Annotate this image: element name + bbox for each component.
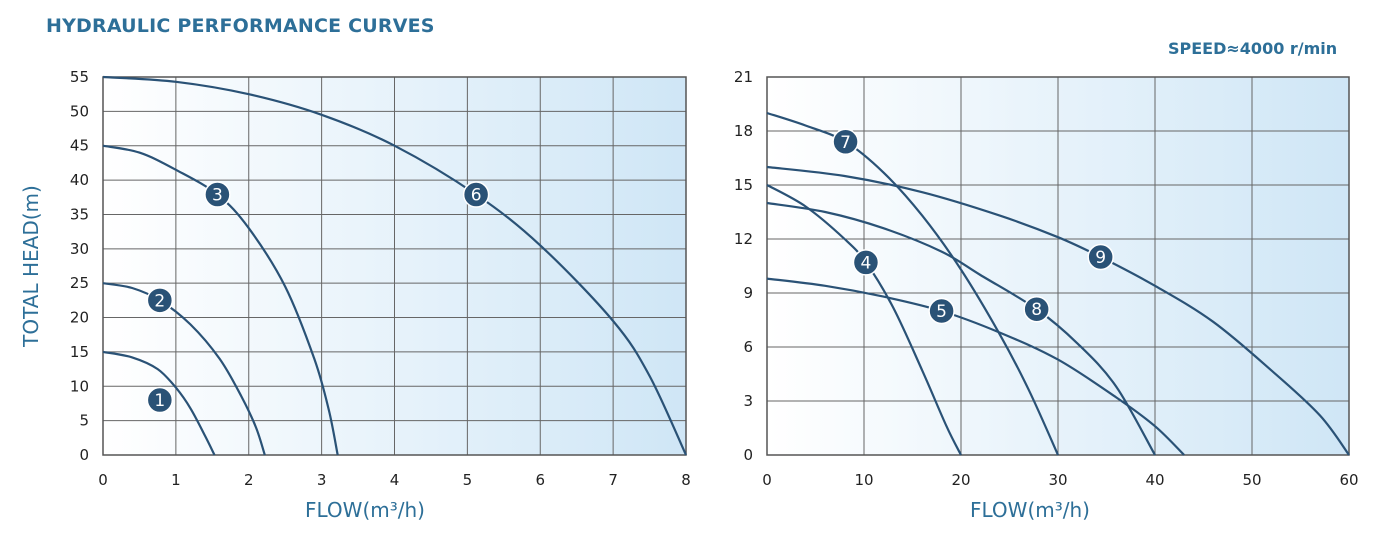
chart2-xtick-label: 10 (854, 471, 873, 489)
chart1-curve-3 (102, 144, 339, 456)
chart1-marker-label-2: 2 (154, 291, 165, 311)
chart1-marker-3 (204, 181, 231, 208)
chart2-marker-label-9: 9 (1095, 248, 1106, 268)
chart2-curve-8 (766, 201, 1156, 456)
chart2-marker-label-7: 7 (840, 133, 851, 153)
chart1-ylabel: TOTAL HEAD(m) (19, 185, 43, 348)
chart2-ytick-label: 15 (734, 176, 753, 194)
chart2-ytick-label: 12 (734, 230, 753, 248)
chart2-marker-label-4: 4 (861, 253, 872, 273)
chart1-xtick-label: 7 (608, 471, 618, 489)
chart1-ytick-label: 25 (70, 274, 89, 292)
chart1-xtick-label: 6 (535, 471, 545, 489)
chart1-ytick-label: 5 (79, 412, 89, 430)
chart1-xtick-label: 8 (681, 471, 691, 489)
chart2-xtick-label: 50 (1242, 471, 1261, 489)
chart2-xtick-label: 30 (1048, 471, 1067, 489)
chart2-marker-9 (1087, 243, 1114, 271)
chart1-marker-1 (146, 386, 174, 414)
chart2-xlabel: FLOW(m³/h) (970, 498, 1090, 522)
chart1-frame (102, 76, 687, 456)
chart1-ytick-label: 40 (70, 171, 89, 189)
chart2-xtick-label: 20 (951, 471, 970, 489)
chart1-ytick-label: 55 (70, 68, 89, 86)
chart1-xlabel: FLOW(m³/h) (305, 498, 425, 522)
chart2-marker-label-5: 5 (936, 302, 947, 322)
chart2-ytick-label: 21 (734, 68, 753, 86)
chart1-curve-1 (102, 350, 216, 456)
chart1-ytick-label: 15 (70, 343, 89, 361)
chart2-ytick-label: 18 (734, 122, 753, 140)
chart2-ytick-label: 3 (743, 392, 753, 410)
chart1-xtick-label: 4 (390, 471, 400, 489)
chart2-marker-5 (928, 297, 955, 325)
chart1-ytick-label: 30 (70, 240, 89, 258)
chart2-xtick-label: 60 (1339, 471, 1358, 489)
chart2-xtick-label: 0 (762, 471, 772, 489)
chart2-ytick-label: 0 (743, 446, 753, 464)
chart2-ytick-label: 9 (743, 284, 753, 302)
chart1-ytick-label: 0 (79, 446, 89, 464)
chart1-xtick-label: 1 (171, 471, 181, 489)
chart1-curve-2 (102, 282, 266, 456)
chart2-ytick-label: 6 (743, 338, 753, 356)
chart1-xtick-label: 2 (244, 471, 254, 489)
speed-label: SPEED≈4000 r/min (1168, 39, 1338, 58)
chart2-marker-8 (1023, 295, 1050, 323)
chart1-marker-label-3: 3 (212, 186, 223, 206)
chart1-ytick-label: 45 (70, 137, 89, 155)
chart2-curve-7 (766, 111, 1060, 456)
chart1-ytick-label: 50 (70, 102, 89, 120)
chart1-marker-label-6: 6 (471, 186, 482, 206)
chart1-ytick-label: 20 (70, 309, 89, 327)
chart1-curve-6 (102, 75, 687, 456)
chart1-xtick-label: 5 (463, 471, 473, 489)
chart1-marker-label-1: 1 (154, 391, 165, 411)
chart1-xtick-label: 3 (317, 471, 327, 489)
chart2-marker-label-8: 8 (1031, 300, 1042, 320)
chart1-ytick-label: 35 (70, 205, 89, 223)
chart1-ytick-label: 10 (70, 377, 89, 395)
chart1-xtick-label: 0 (98, 471, 108, 489)
chart2-marker-7 (832, 128, 859, 156)
chart1-marker-2 (146, 287, 174, 314)
chart2-marker-4 (852, 249, 880, 276)
page-title: HYDRAULIC PERFORMANCE CURVES (46, 15, 435, 37)
chart1-marker-6 (462, 181, 490, 208)
chart2-xtick-label: 40 (1145, 471, 1164, 489)
